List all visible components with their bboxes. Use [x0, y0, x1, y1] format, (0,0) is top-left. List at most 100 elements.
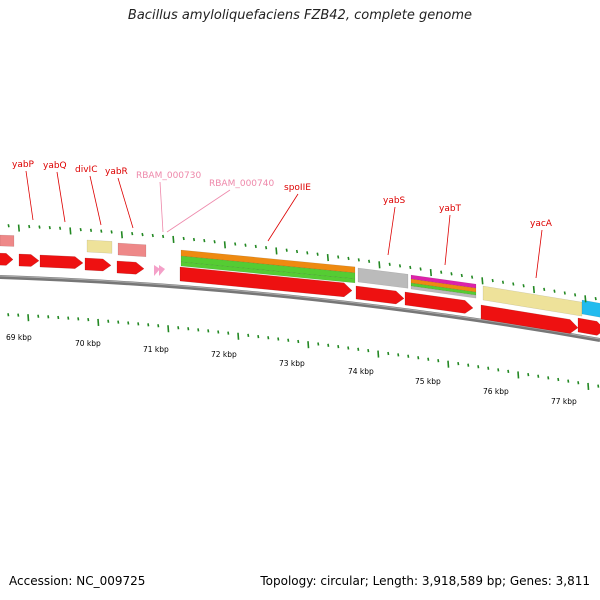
outer-tick [481, 277, 484, 285]
inner-tick [537, 374, 540, 378]
inner-tick [7, 313, 10, 317]
outer-tick [234, 242, 237, 246]
outer-tick [141, 232, 144, 237]
inner-tick [97, 318, 100, 326]
label-connector [444, 214, 451, 266]
cds-arrow [480, 304, 579, 334]
inner-tick [477, 365, 480, 369]
outer-tick [491, 278, 494, 283]
inner-tick [547, 376, 550, 380]
inner-tick [587, 382, 590, 391]
outer-tick [388, 262, 391, 266]
outer-tick [337, 255, 340, 259]
genome-title: Bacillus amyloliquefaciens FZB42, comple… [127, 8, 473, 23]
outer-tick [151, 233, 154, 238]
green-feature [180, 261, 356, 284]
inner-tick [17, 313, 20, 317]
outer-tick [192, 237, 196, 242]
outer-tick [522, 284, 525, 288]
inner-tick [297, 339, 300, 344]
inner-tick [217, 330, 220, 334]
inner-tick [37, 314, 40, 318]
inner-tick [437, 359, 440, 363]
cds-arrow-spoIIE [179, 266, 353, 298]
label-connector [25, 170, 34, 221]
outer-tick [69, 227, 72, 235]
label-connector [166, 189, 231, 233]
inner-tick [447, 360, 450, 368]
genome-backbone-highlight [0, 275, 600, 340]
outer-tick [7, 224, 10, 228]
inner-tick [157, 324, 160, 328]
outer-tick [79, 227, 82, 232]
kbp-label: 70 kbp [75, 339, 101, 348]
genome-backbone [0, 275, 600, 342]
inner-tick [227, 331, 230, 335]
inner-tick-marks [7, 313, 600, 391]
label-connector [387, 206, 396, 256]
cds-arrow [18, 253, 40, 267]
outer-tick [28, 224, 31, 229]
inner-tick [137, 322, 140, 326]
inner-tick [87, 317, 90, 322]
inner-tick [167, 325, 170, 333]
kbp-label: 77 kbp [551, 397, 577, 406]
kbp-label: 69 kbp [6, 333, 32, 342]
outer-tick [244, 243, 247, 247]
gene-label-yabq: yabQ [43, 161, 67, 171]
kbp-label: 76 kbp [483, 387, 509, 396]
outer-tick [440, 270, 443, 274]
outer-tick [316, 252, 319, 256]
inner-tick [257, 334, 260, 339]
gene-label-yabr: yabR [105, 167, 128, 177]
cds-arrow [84, 257, 112, 272]
outer-tick [120, 231, 123, 239]
cds-arrow [39, 254, 84, 269]
inner-tick [307, 341, 310, 349]
outer-tick [471, 275, 474, 279]
outer-tick [110, 230, 113, 234]
outer-tick [131, 231, 134, 236]
inner-tick [277, 337, 280, 341]
inner-tick [27, 314, 30, 322]
outer-tick [553, 289, 556, 293]
gene-labels: yabP yabQ divIC yabR RBAM_000730 RBAM_000740 s… [12, 160, 553, 279]
inner-tick [397, 353, 400, 357]
inner-tick [147, 323, 150, 327]
inner-tick [467, 363, 470, 367]
inner-tick [597, 384, 600, 388]
cds-arrow [116, 260, 145, 275]
inner-tick [237, 332, 240, 340]
outer-tick [306, 251, 309, 255]
outer-tick [17, 224, 20, 232]
inner-tick [487, 366, 490, 370]
inner-tick [327, 343, 330, 347]
outer-tick [275, 247, 278, 255]
kbp-label: 74 kbp [348, 367, 374, 376]
gene-label-yabp: yabP [12, 160, 35, 170]
outer-tick [378, 261, 381, 269]
inner-tick [407, 354, 410, 358]
cds-arrow [355, 285, 405, 305]
inner-tick [197, 328, 200, 332]
kbp-label: 73 kbp [279, 359, 305, 368]
outer-tick [213, 240, 216, 244]
outer-tick [594, 296, 597, 301]
outer-tick [398, 264, 402, 268]
outer-tick [162, 234, 165, 239]
inner-tick [267, 336, 270, 340]
feature-tracks [0, 234, 600, 336]
kbp-scale: 69 kbp 70 kbp 71 kbp 72 kbp 73 kbp 74 kbp 75 k… [6, 333, 577, 406]
inner-tick [337, 344, 340, 349]
label-connector [535, 229, 543, 279]
outer-tick [295, 249, 299, 254]
outer-tick [543, 287, 546, 292]
inner-tick [367, 349, 370, 353]
inner-tick [347, 346, 350, 350]
outer-tick [512, 282, 515, 286]
inner-tick [287, 338, 290, 342]
genome-stats: Topology: circular; Length: 3,918,589 bp… [260, 574, 590, 588]
outer-tick [460, 273, 463, 278]
gene-label-yabt: yabT [439, 204, 462, 214]
